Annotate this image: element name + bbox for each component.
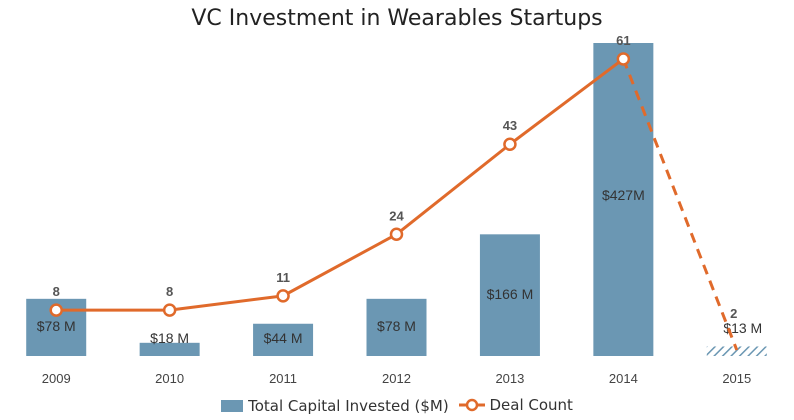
legend-label-deal-count: Deal Count	[489, 396, 573, 414]
deal-line-segment-2012	[395, 143, 511, 236]
bar-2015	[706, 346, 767, 356]
bar-label-2014: $427M	[602, 187, 645, 203]
x-tick-2013: 2013	[495, 371, 524, 386]
deal-point-2012	[389, 227, 404, 242]
deal-label-2015: 2	[730, 306, 737, 321]
deal-point-2009	[49, 303, 63, 317]
deal-label-2011: 11	[276, 270, 290, 285]
deal-point-2013	[503, 137, 517, 151]
bar-label-2012: $78 M	[377, 318, 416, 334]
bar-label-2011: $44 M	[264, 330, 303, 346]
deal-point-2014	[616, 52, 631, 66]
deal-line-segment-2010	[169, 294, 284, 312]
deal-label-2010: 8	[166, 284, 173, 299]
bar-2012	[366, 298, 427, 356]
legend-item-deal-count: Deal Count	[459, 396, 573, 414]
deal-label-2014: 61	[616, 33, 630, 48]
x-tick-2010: 2010	[155, 371, 184, 386]
deal-line-segment-2013	[509, 57, 625, 146]
bar-2013	[479, 234, 540, 356]
bar-2011	[253, 323, 314, 356]
deal-line-segment-2014	[621, 58, 739, 351]
legend-item-capital: Total Capital Invested ($M)	[221, 397, 449, 415]
bar-label-2010: $18 M	[150, 330, 189, 346]
deal-label-2012: 24	[389, 208, 404, 223]
x-tick-2012: 2012	[382, 371, 411, 386]
legend-swatch-capital	[221, 400, 244, 412]
bar-label-2009: $78 M	[37, 318, 76, 334]
x-tick-2009: 2009	[42, 371, 71, 386]
deal-line-segment-2011	[282, 232, 398, 298]
deal-point-2011	[276, 289, 290, 303]
bar-2014	[593, 43, 654, 356]
bar-label-2013: $166 M	[487, 286, 534, 302]
deal-label-2009: 8	[53, 284, 60, 299]
legend-swatch-deal-count	[459, 398, 486, 412]
legend: Total Capital Invested ($M) Deal Count	[0, 396, 794, 416]
x-tick-2015: 2015	[722, 371, 751, 386]
deal-label-2013: 43	[503, 118, 517, 133]
x-tick-2011: 2011	[269, 371, 297, 386]
chart-title: VC Investment in Wearables Startups	[191, 6, 603, 31]
bar-2010	[139, 342, 200, 356]
legend-label-capital: Total Capital Invested ($M)	[248, 397, 449, 415]
deal-point-2010	[162, 303, 177, 317]
x-tick-2014: 2014	[609, 371, 638, 386]
bar-label-2015: $13 M	[723, 320, 762, 336]
